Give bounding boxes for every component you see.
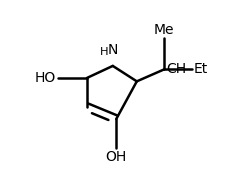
Text: Me: Me	[153, 23, 174, 37]
Text: N: N	[107, 43, 117, 57]
Text: HO: HO	[35, 71, 56, 85]
Text: OH: OH	[105, 150, 126, 164]
Text: Et: Et	[193, 62, 207, 76]
Text: H: H	[100, 47, 108, 57]
Text: CH: CH	[165, 62, 185, 76]
